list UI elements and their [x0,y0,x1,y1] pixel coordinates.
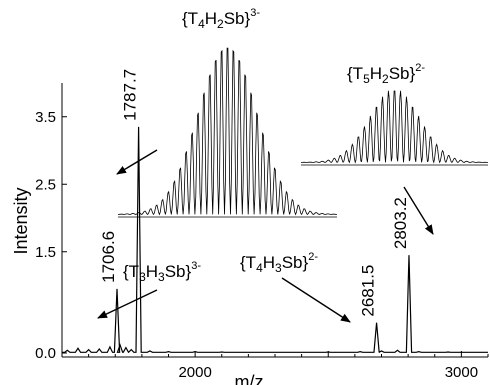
x-axis-title: m/z [235,372,264,385]
spectrum-trace [62,126,488,353]
peak-labels: 1706.6 1787.7 2681.5 2803.2 [99,69,410,317]
y-tick-label: 1.5 [35,244,56,261]
annotation-t3h3sb: {T3H3Sb}3- [123,260,201,284]
y-axis-title: Intensity [11,187,31,254]
annotation-t4h3sb: {T4H3Sb}2- [240,251,318,275]
y-tick-label: 3.5 [35,109,56,126]
y-tick-label: 2.5 [35,176,56,193]
peak-label: 1787.7 [121,69,140,121]
y-tick-label: 0.0 [35,345,56,362]
x-tick-label: 3000 [445,364,478,381]
peak-label: 1706.6 [99,231,118,283]
arrow-t4h3sb [281,277,351,323]
annotation-t5h2sb: {T5H2Sb}2- [347,62,425,86]
arrow-t4h2sb [116,149,158,175]
inset-t5h2sb [301,90,488,166]
inset-t4h2sb-trace [118,47,337,216]
peak-label: 2803.2 [391,197,410,249]
x-ticks: 2000 3000 [88,351,489,381]
y-ticks: 0.0 1.5 2.5 3.5 [35,109,67,362]
arrow-t5h2sb [403,186,434,235]
axes: 0.0 1.5 2.5 3.5 2000 3000 [35,83,489,381]
annotation-t4h2sb: {T4H2Sb}3- [182,7,260,31]
arrow-t3h3sb [97,289,158,319]
x-tick-label: 2000 [178,364,211,381]
peak-label: 2681.5 [359,265,378,317]
inset-t5h2sb-trace [301,90,488,164]
inset-t4h2sb [118,47,337,218]
